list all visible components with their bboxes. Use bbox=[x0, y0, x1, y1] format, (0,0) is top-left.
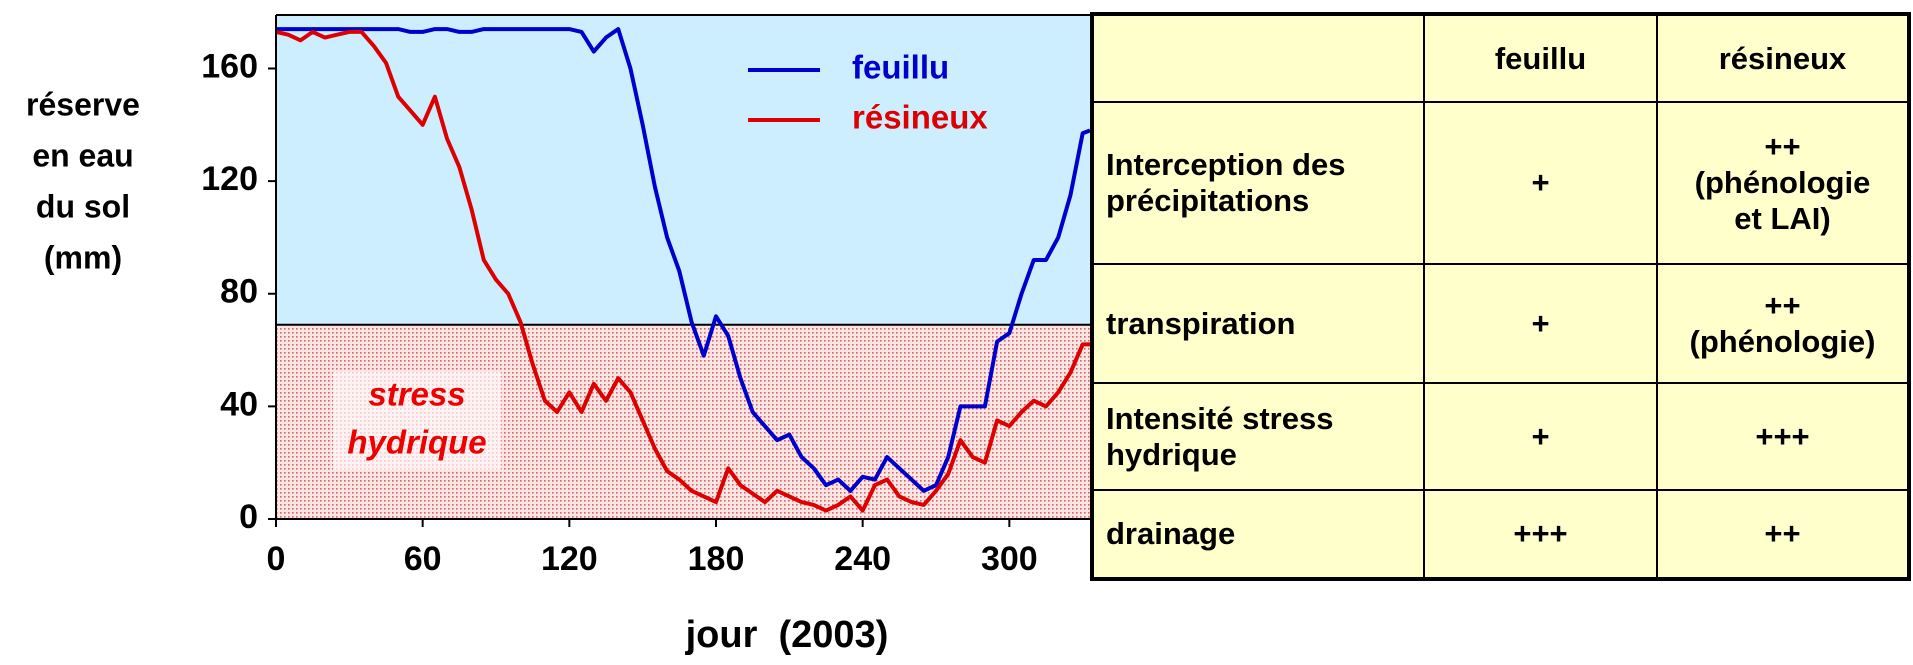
y-tick-label: 120 bbox=[201, 160, 258, 198]
x-tick-label: 60 bbox=[404, 540, 442, 578]
row-label: Interception des précipitations bbox=[1091, 101, 1425, 265]
table-cell: ++ bbox=[1656, 489, 1910, 580]
annotation: stress bbox=[368, 376, 465, 413]
table-cell: ++ (phénologie) bbox=[1656, 263, 1910, 384]
y-axis-label: (mm) bbox=[44, 239, 122, 275]
x-tick-label: 120 bbox=[541, 540, 598, 578]
y-tick-label: 0 bbox=[239, 498, 258, 536]
header-cell: résineux bbox=[1656, 13, 1910, 103]
series-line bbox=[276, 27, 1090, 493]
cell-line: + bbox=[1531, 418, 1550, 454]
legend-label: résineux bbox=[852, 99, 988, 136]
table-cell: +++ bbox=[1656, 382, 1910, 491]
annotation-box bbox=[333, 372, 501, 470]
y-tick-label: 40 bbox=[220, 385, 258, 423]
cell-line: ++ bbox=[1764, 516, 1801, 551]
row-label: transpiration bbox=[1091, 263, 1425, 384]
annotation: hydrique bbox=[347, 424, 486, 461]
x-tick-label: 240 bbox=[834, 540, 891, 578]
x-tick-label: 180 bbox=[688, 540, 745, 578]
row-label: drainage bbox=[1091, 489, 1425, 580]
y-tick-label: 160 bbox=[201, 47, 258, 85]
cell-line: ++ bbox=[1764, 287, 1801, 323]
cell-line: + bbox=[1531, 305, 1550, 341]
table-row: transpiration + ++ (phénologie) bbox=[1091, 263, 1910, 384]
cell-line: +++ bbox=[1755, 418, 1810, 454]
summary-table: feuillu résineux Interception des précipit… bbox=[1090, 12, 1911, 581]
cell-line: + bbox=[1531, 165, 1550, 200]
header-cell: feuillu bbox=[1423, 13, 1658, 103]
chart: stress hydrique 0 40 80 120 160 0 60 120 180 240 300… bbox=[26, 14, 1090, 656]
table-row: Intensité stress hydrique + +++ bbox=[1091, 382, 1910, 491]
x-tick-label: 0 bbox=[267, 540, 286, 578]
cell-line: ++ bbox=[1764, 129, 1801, 164]
y-axis-label: du sol bbox=[36, 188, 130, 224]
cell-line: et LAI) bbox=[1734, 201, 1831, 236]
cell-line: (phénologie bbox=[1694, 165, 1871, 200]
header-cell bbox=[1091, 13, 1425, 103]
y-axis-label: réserve bbox=[26, 86, 140, 122]
header-row: feuillu résineux bbox=[1091, 13, 1910, 103]
x-axis-label: jour (2003) bbox=[685, 614, 889, 656]
table-cell: +++ bbox=[1423, 489, 1658, 580]
table-cell: + bbox=[1423, 263, 1658, 384]
table-cell: ++ (phénologie et LAI) bbox=[1656, 101, 1910, 265]
table-row: drainage +++ ++ bbox=[1091, 489, 1910, 580]
table-cell: + bbox=[1423, 382, 1658, 491]
series-line bbox=[275, 29, 1090, 513]
table-row: Interception des précipitations + ++ (phéno… bbox=[1091, 101, 1910, 265]
cell-line: +++ bbox=[1513, 516, 1568, 551]
cell-line: (phénologie) bbox=[1689, 323, 1876, 359]
legend-label: feuillu bbox=[852, 49, 949, 86]
y-axis-label: en eau bbox=[32, 137, 133, 173]
x-tick-label: 300 bbox=[981, 540, 1038, 578]
row-label: Intensité stress hydrique bbox=[1091, 382, 1425, 491]
water-zone bbox=[276, 15, 1090, 325]
table-cell: + bbox=[1423, 101, 1658, 265]
y-tick-label: 80 bbox=[220, 273, 258, 311]
